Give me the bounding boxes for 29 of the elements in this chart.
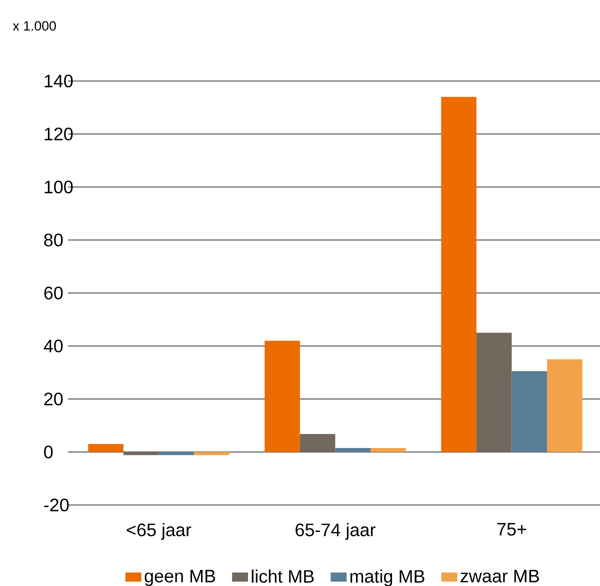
bar [123,452,159,456]
y-tick-label: 20 [44,392,63,406]
y-tick-label: 80 [44,234,63,246]
y-tick-label: 0 [44,446,53,458]
bar [441,96,476,452]
bar [370,448,406,452]
bar [476,332,512,452]
bar [194,452,230,456]
y-axis-title: x 1.000 [12,21,56,31]
legend-label: zwaar MB [460,570,539,582]
y-tick-label: 140 [44,74,73,88]
bar [512,371,548,452]
bar [547,359,582,452]
x-tick-label: 75+ [497,523,526,536]
legend-label: licht MB [252,570,314,583]
y-tick-label: 100 [44,180,73,194]
bar [88,444,124,452]
bar [264,340,300,452]
bar [158,452,194,456]
x-tick-label: 65-74 jaar [296,523,376,540]
bar [335,448,371,452]
legend-label: matig MB [350,570,424,586]
bar [300,434,336,452]
y-tick-label: 40 [44,340,63,352]
y-tick-label: 60 [44,286,63,300]
x-tick-label: <65 jaar [126,523,192,540]
legend-label: geen MB [144,570,216,586]
y-tick-label: 120 [44,128,73,140]
y-tick-label: -20 [44,498,69,512]
